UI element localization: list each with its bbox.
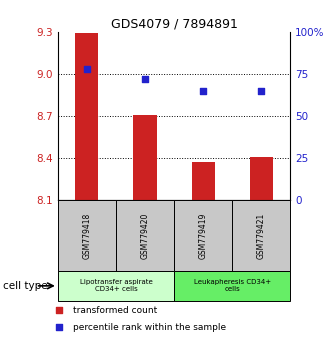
Bar (250, 156, 273, 200)
Bar (133, 115, 157, 200)
Text: Lipotransfer aspirate
CD34+ cells: Lipotransfer aspirate CD34+ cells (80, 279, 152, 292)
Bar (58, 271, 174, 301)
Text: GSM779418: GSM779418 (82, 212, 91, 258)
Point (201, 88, 206, 93)
Text: Leukapheresis CD34+
cells: Leukapheresis CD34+ cells (194, 279, 271, 292)
Text: GSM779419: GSM779419 (199, 212, 208, 259)
Title: GDS4079 / 7894891: GDS4079 / 7894891 (111, 18, 238, 31)
Text: GSM779421: GSM779421 (257, 212, 266, 258)
Point (56, 308, 61, 313)
Bar (58, 200, 116, 271)
Text: GSM779420: GSM779420 (141, 212, 149, 259)
Point (84, 66, 89, 72)
Bar (232, 200, 290, 271)
Point (56, 324, 61, 330)
Text: percentile rank within the sample: percentile rank within the sample (73, 322, 226, 332)
Text: cell type: cell type (3, 281, 48, 291)
Bar (116, 200, 174, 271)
Point (142, 76, 148, 82)
Point (259, 88, 264, 93)
Bar (174, 200, 232, 271)
Bar (174, 271, 290, 301)
Bar (75, 33, 98, 200)
Bar (191, 162, 215, 200)
Text: transformed count: transformed count (73, 306, 157, 315)
